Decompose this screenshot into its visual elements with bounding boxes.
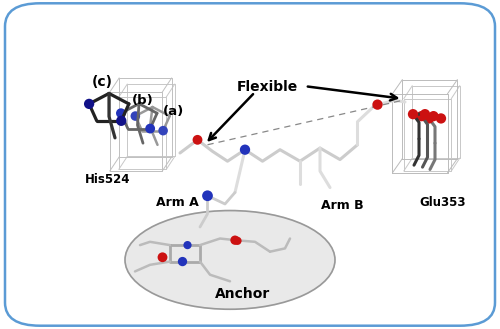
Point [146, 126, 154, 131]
Point [204, 193, 212, 198]
Point [159, 128, 167, 133]
Point [118, 118, 126, 123]
Point [418, 114, 426, 119]
Point [85, 101, 93, 107]
Point [374, 102, 382, 107]
Point [430, 114, 438, 119]
Point [178, 259, 186, 264]
Point [117, 111, 125, 116]
Point [194, 137, 202, 142]
Text: Glu353: Glu353 [419, 196, 466, 209]
Text: (c): (c) [92, 75, 113, 89]
Ellipse shape [125, 211, 335, 309]
Point [425, 116, 433, 121]
Text: Anchor: Anchor [215, 288, 270, 301]
Point [158, 255, 166, 260]
Text: (a): (a) [164, 105, 184, 118]
Point [409, 112, 417, 117]
FancyBboxPatch shape [5, 3, 495, 326]
Point [421, 112, 429, 117]
Text: His524: His524 [85, 173, 130, 186]
Text: (b): (b) [132, 94, 154, 107]
Point [234, 238, 241, 243]
Text: Flexible: Flexible [237, 80, 298, 94]
Point [241, 147, 249, 152]
Point [231, 238, 239, 243]
Point [132, 114, 140, 119]
Text: Arm B: Arm B [321, 199, 364, 212]
Text: Arm A: Arm A [156, 196, 199, 209]
Point [184, 242, 192, 248]
Point [437, 116, 445, 121]
